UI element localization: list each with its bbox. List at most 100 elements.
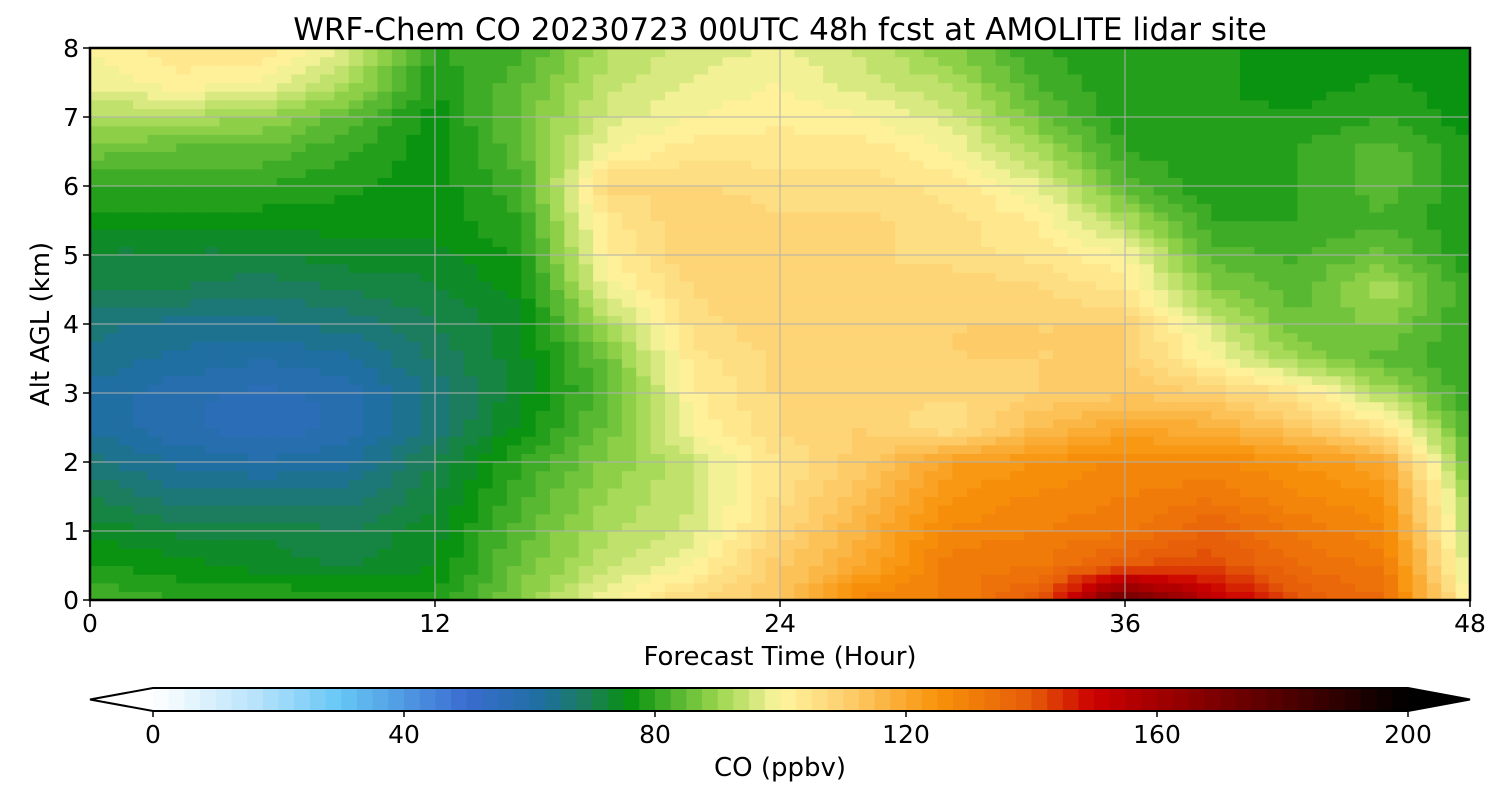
heatmap-cell <box>478 479 494 489</box>
heatmap-cell <box>1196 505 1212 515</box>
heatmap-cell <box>1426 186 1442 196</box>
heatmap-cell <box>363 487 379 498</box>
heatmap-cell <box>593 272 609 282</box>
heatmap-cell <box>1268 522 1284 532</box>
heatmap-cell <box>1426 574 1442 584</box>
heatmap-cell <box>435 393 450 403</box>
heatmap-cell <box>320 289 335 299</box>
heatmap-cell <box>334 574 350 584</box>
heatmap-cell <box>161 220 177 230</box>
heatmap-cell <box>1412 462 1428 472</box>
heatmap-cell <box>1110 341 1126 351</box>
heatmap-cell <box>1355 194 1370 204</box>
heatmap-cell <box>1182 237 1198 247</box>
heatmap-cell <box>90 401 105 411</box>
heatmap-cell <box>535 280 551 291</box>
heatmap-cell <box>837 548 853 558</box>
heatmap-cell <box>564 315 580 325</box>
heatmap-cell <box>291 591 307 600</box>
heatmap-cell <box>363 324 379 334</box>
heatmap-cell <box>391 160 407 170</box>
heatmap-cell <box>320 367 335 377</box>
heatmap-cell <box>808 203 824 213</box>
heatmap-cell <box>564 582 580 592</box>
heatmap-cell <box>693 280 709 291</box>
heatmap-cell <box>564 289 580 299</box>
heatmap-cell <box>219 246 235 256</box>
heatmap-cell <box>895 255 910 265</box>
heatmap-cell <box>391 246 407 256</box>
heatmap-cell <box>1383 591 1399 600</box>
heatmap-cell <box>636 220 652 230</box>
heatmap-cell <box>492 298 508 308</box>
heatmap-cell <box>952 470 968 480</box>
heatmap-cell <box>1211 513 1227 523</box>
heatmap-cell <box>190 168 206 178</box>
heatmap-cell <box>420 574 436 584</box>
heatmap-cell <box>391 539 407 549</box>
heatmap-cell <box>1326 505 1342 515</box>
heatmap-cell <box>320 263 335 273</box>
heatmap-cell <box>176 505 192 515</box>
heatmap-cell <box>1383 220 1399 230</box>
heatmap-cell <box>1383 349 1399 360</box>
heatmap-cell <box>1125 522 1140 532</box>
heatmap-cell <box>1412 194 1428 204</box>
heatmap-cell <box>205 436 220 446</box>
heatmap-cell <box>1110 591 1126 600</box>
heatmap-cell <box>276 332 292 342</box>
heatmap-cell <box>147 229 163 239</box>
heatmap-cell <box>1426 332 1442 342</box>
heatmap-cell <box>161 444 177 454</box>
heatmap-cell <box>1426 358 1442 368</box>
heatmap-cell <box>593 574 609 584</box>
heatmap-cell <box>334 263 350 273</box>
heatmap-cell <box>90 453 105 463</box>
heatmap-cell <box>650 211 666 222</box>
heatmap-cell <box>650 168 666 178</box>
heatmap-cell <box>1326 177 1342 187</box>
heatmap-cell <box>190 151 206 161</box>
heatmap-cell <box>895 496 910 506</box>
heatmap-cell <box>794 168 810 178</box>
heatmap-cell <box>420 255 436 265</box>
heatmap-cell <box>1096 306 1112 316</box>
heatmap-cell <box>837 289 853 299</box>
heatmap-cell <box>866 280 882 291</box>
heatmap-cell <box>478 427 494 437</box>
heatmap-cell <box>1168 349 1184 360</box>
heatmap-cell <box>1053 194 1069 204</box>
heatmap-cell <box>693 522 709 532</box>
heatmap-cell <box>1096 246 1112 256</box>
heatmap-cell <box>751 168 767 178</box>
heatmap-cell <box>1024 487 1040 498</box>
heatmap-cell <box>535 272 551 282</box>
heatmap-cell <box>1168 462 1184 472</box>
heatmap-cell <box>665 229 680 239</box>
heatmap-cell <box>1326 324 1342 334</box>
heatmap-cell <box>190 186 206 196</box>
heatmap-cell <box>1038 160 1054 170</box>
heatmap-cell <box>104 548 120 558</box>
heatmap-cell <box>895 263 910 273</box>
heatmap-cell <box>391 384 407 394</box>
heatmap-cell <box>550 444 565 454</box>
heatmap-cell <box>851 591 867 600</box>
heatmap-cell <box>1297 479 1313 489</box>
heatmap-cell <box>205 349 220 360</box>
heatmap-cell <box>736 263 752 273</box>
heatmap-cell <box>1067 220 1083 230</box>
heatmap-cell <box>550 332 565 342</box>
heatmap-cell <box>665 556 680 567</box>
heatmap-cell <box>1254 211 1270 222</box>
heatmap-cell <box>1441 505 1457 515</box>
heatmap-cell <box>823 574 839 584</box>
heatmap-cell <box>765 479 781 489</box>
heatmap-cell <box>1067 582 1083 592</box>
heatmap-cell <box>463 306 479 316</box>
heatmap-cell <box>765 263 781 273</box>
heatmap-cell <box>1053 177 1069 187</box>
heatmap-cell <box>262 246 278 256</box>
heatmap-cell <box>1067 263 1083 273</box>
heatmap-cell <box>449 505 465 515</box>
